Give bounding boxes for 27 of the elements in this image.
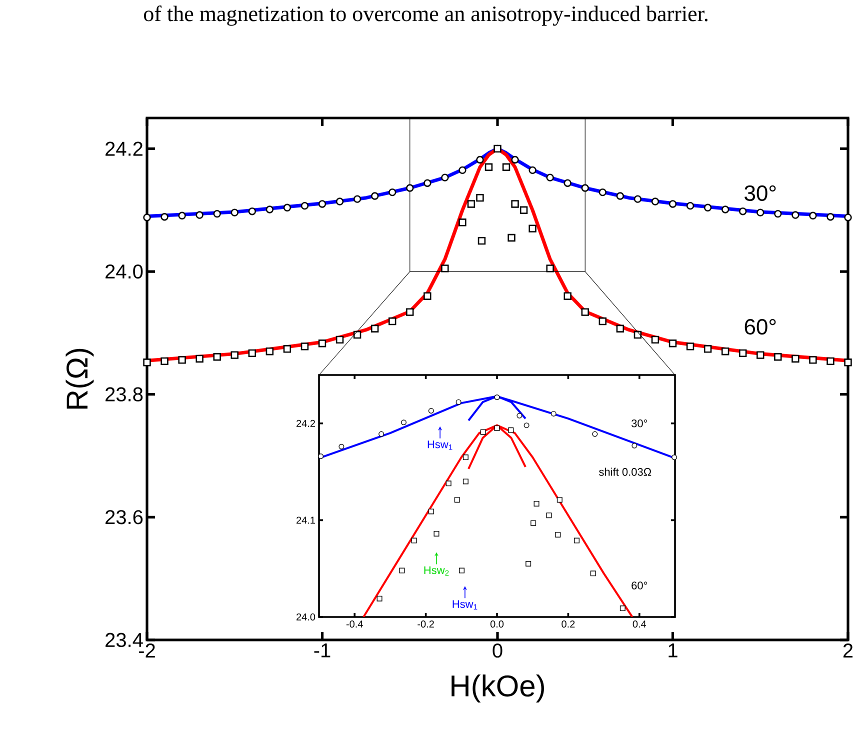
y-tick-label: 23.6 bbox=[106, 510, 143, 524]
y-tick-label: 24.2 bbox=[296, 420, 315, 427]
annotation: 30° bbox=[632, 420, 648, 428]
annotation: Hsw$_{1}$ bbox=[428, 440, 452, 450]
y-tick-label: 24.0 bbox=[296, 613, 316, 621]
x-tick-label: -1 bbox=[314, 644, 330, 658]
annotation: 30° bbox=[744, 185, 776, 201]
annotation: Hsw$_{2}$ bbox=[424, 566, 449, 576]
y-axis-title: R(Ω) bbox=[66, 348, 94, 409]
y-tick-label: 24.0 bbox=[106, 264, 143, 279]
x-tick-label: -0.4 bbox=[346, 620, 363, 628]
x-tick-label: -0.2 bbox=[418, 620, 434, 628]
x-axis-title: H(kOe) bbox=[452, 674, 544, 702]
annotation: 60° bbox=[632, 582, 648, 590]
x-tick-label: 0.0 bbox=[490, 620, 504, 628]
annotation: shift 0.03Ω bbox=[599, 468, 652, 476]
x-tick-label: 0.2 bbox=[562, 620, 575, 628]
annotation: Hsw$_{1}$ bbox=[452, 600, 478, 610]
text: of the magnetization to overcome an anisotropy-induced barrier. bbox=[144, 6, 708, 26]
x-tick-label: 0.4 bbox=[632, 620, 646, 628]
y-tick-label: 24.1 bbox=[296, 516, 315, 524]
x-tick-label: 1 bbox=[668, 644, 678, 658]
x-tick-label: 2 bbox=[843, 644, 853, 658]
y-tick-label: 23.8 bbox=[106, 387, 143, 402]
annotation: 60° bbox=[744, 318, 776, 335]
y-tick-label: 24.2 bbox=[106, 142, 142, 156]
x-tick-label: 0 bbox=[492, 644, 502, 658]
